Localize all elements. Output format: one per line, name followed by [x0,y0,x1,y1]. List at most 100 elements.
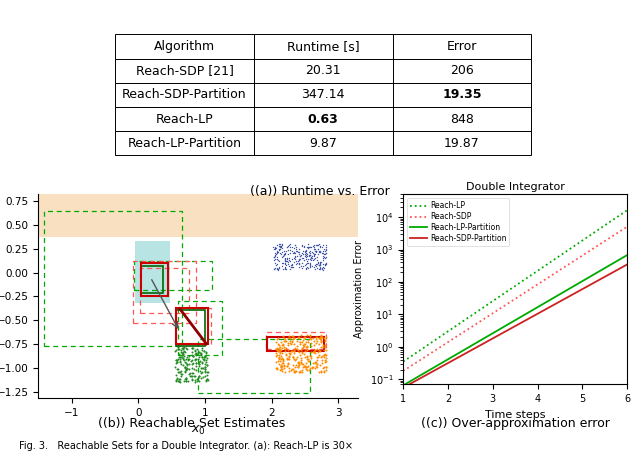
Point [173,369,183,376]
Point [188,369,198,377]
Point [287,337,297,344]
Point [312,363,323,371]
Point [173,345,183,353]
Point [294,250,304,258]
Point [314,249,324,256]
Reach-SDP-Partition [441,362,449,368]
Point [272,346,282,354]
Point [286,347,296,354]
Point [321,367,331,374]
Bar [198,339,310,394]
Point [272,344,282,352]
Bar [177,308,211,344]
Point [278,356,288,363]
Point [196,350,206,357]
Point [313,259,323,267]
Point [301,247,312,255]
Point [300,250,310,257]
Point [305,261,315,269]
X-axis label: Time steps: Time steps [485,410,545,419]
Point [284,260,294,267]
Point [198,355,208,363]
Point [304,253,314,260]
Point [289,248,300,256]
Point [271,364,281,372]
Point [295,341,305,348]
Point [282,244,292,251]
Point [171,357,181,364]
Point [308,348,319,356]
Point [309,250,319,257]
Point [191,360,202,367]
Point [318,255,328,262]
Point [275,243,285,250]
Point [308,256,318,263]
Point [300,363,310,371]
Point [307,254,317,262]
Point [188,352,198,359]
Point [319,254,330,262]
Point [319,353,329,360]
Point [316,338,326,346]
Point [290,363,300,370]
Point [310,362,321,369]
Point [291,356,301,363]
Point [276,244,286,251]
Point [274,245,284,252]
Point [297,338,307,346]
Point [308,334,319,341]
Point [314,334,324,341]
Point [300,249,310,256]
Point [284,354,294,361]
Point [301,260,311,268]
Point [289,367,299,375]
Point [314,249,324,256]
Point [298,363,308,370]
Point [280,257,291,264]
Point [287,261,297,269]
Legend: Reach-LP, Reach-SDP, Reach-LP-Partition, Reach-SDP-Partition: Reach-LP, Reach-SDP, Reach-LP-Partition,… [407,198,509,246]
Point [300,333,310,341]
Point [177,354,187,361]
Point [289,335,300,342]
Point [172,371,182,379]
Point [288,366,298,373]
Point [301,246,311,253]
Point [317,264,327,271]
Point [194,348,204,356]
Point [291,337,301,344]
Reach-LP-Partition [612,259,620,264]
Point [310,265,321,273]
Point [310,358,321,366]
Point [195,362,205,369]
Point [292,342,302,350]
Point [275,343,285,350]
Point [300,363,310,371]
Point [181,374,191,382]
Point [311,248,321,255]
Point [272,347,282,354]
Point [317,352,328,360]
Point [200,364,210,371]
Point [276,240,287,248]
Point [180,359,191,367]
Point [314,368,324,375]
Point [291,367,301,374]
Point [195,349,205,357]
Point [186,357,196,365]
Point [178,350,188,357]
Point [170,378,180,385]
Point [317,247,328,255]
Point [184,352,195,360]
Point [299,257,309,264]
Point [314,242,324,249]
Point [180,363,190,370]
Point [304,251,314,259]
Point [301,359,311,367]
Point [289,255,300,263]
Point [276,365,286,373]
Point [275,242,285,250]
Point [275,358,285,365]
Point [276,242,286,250]
Point [282,346,292,354]
